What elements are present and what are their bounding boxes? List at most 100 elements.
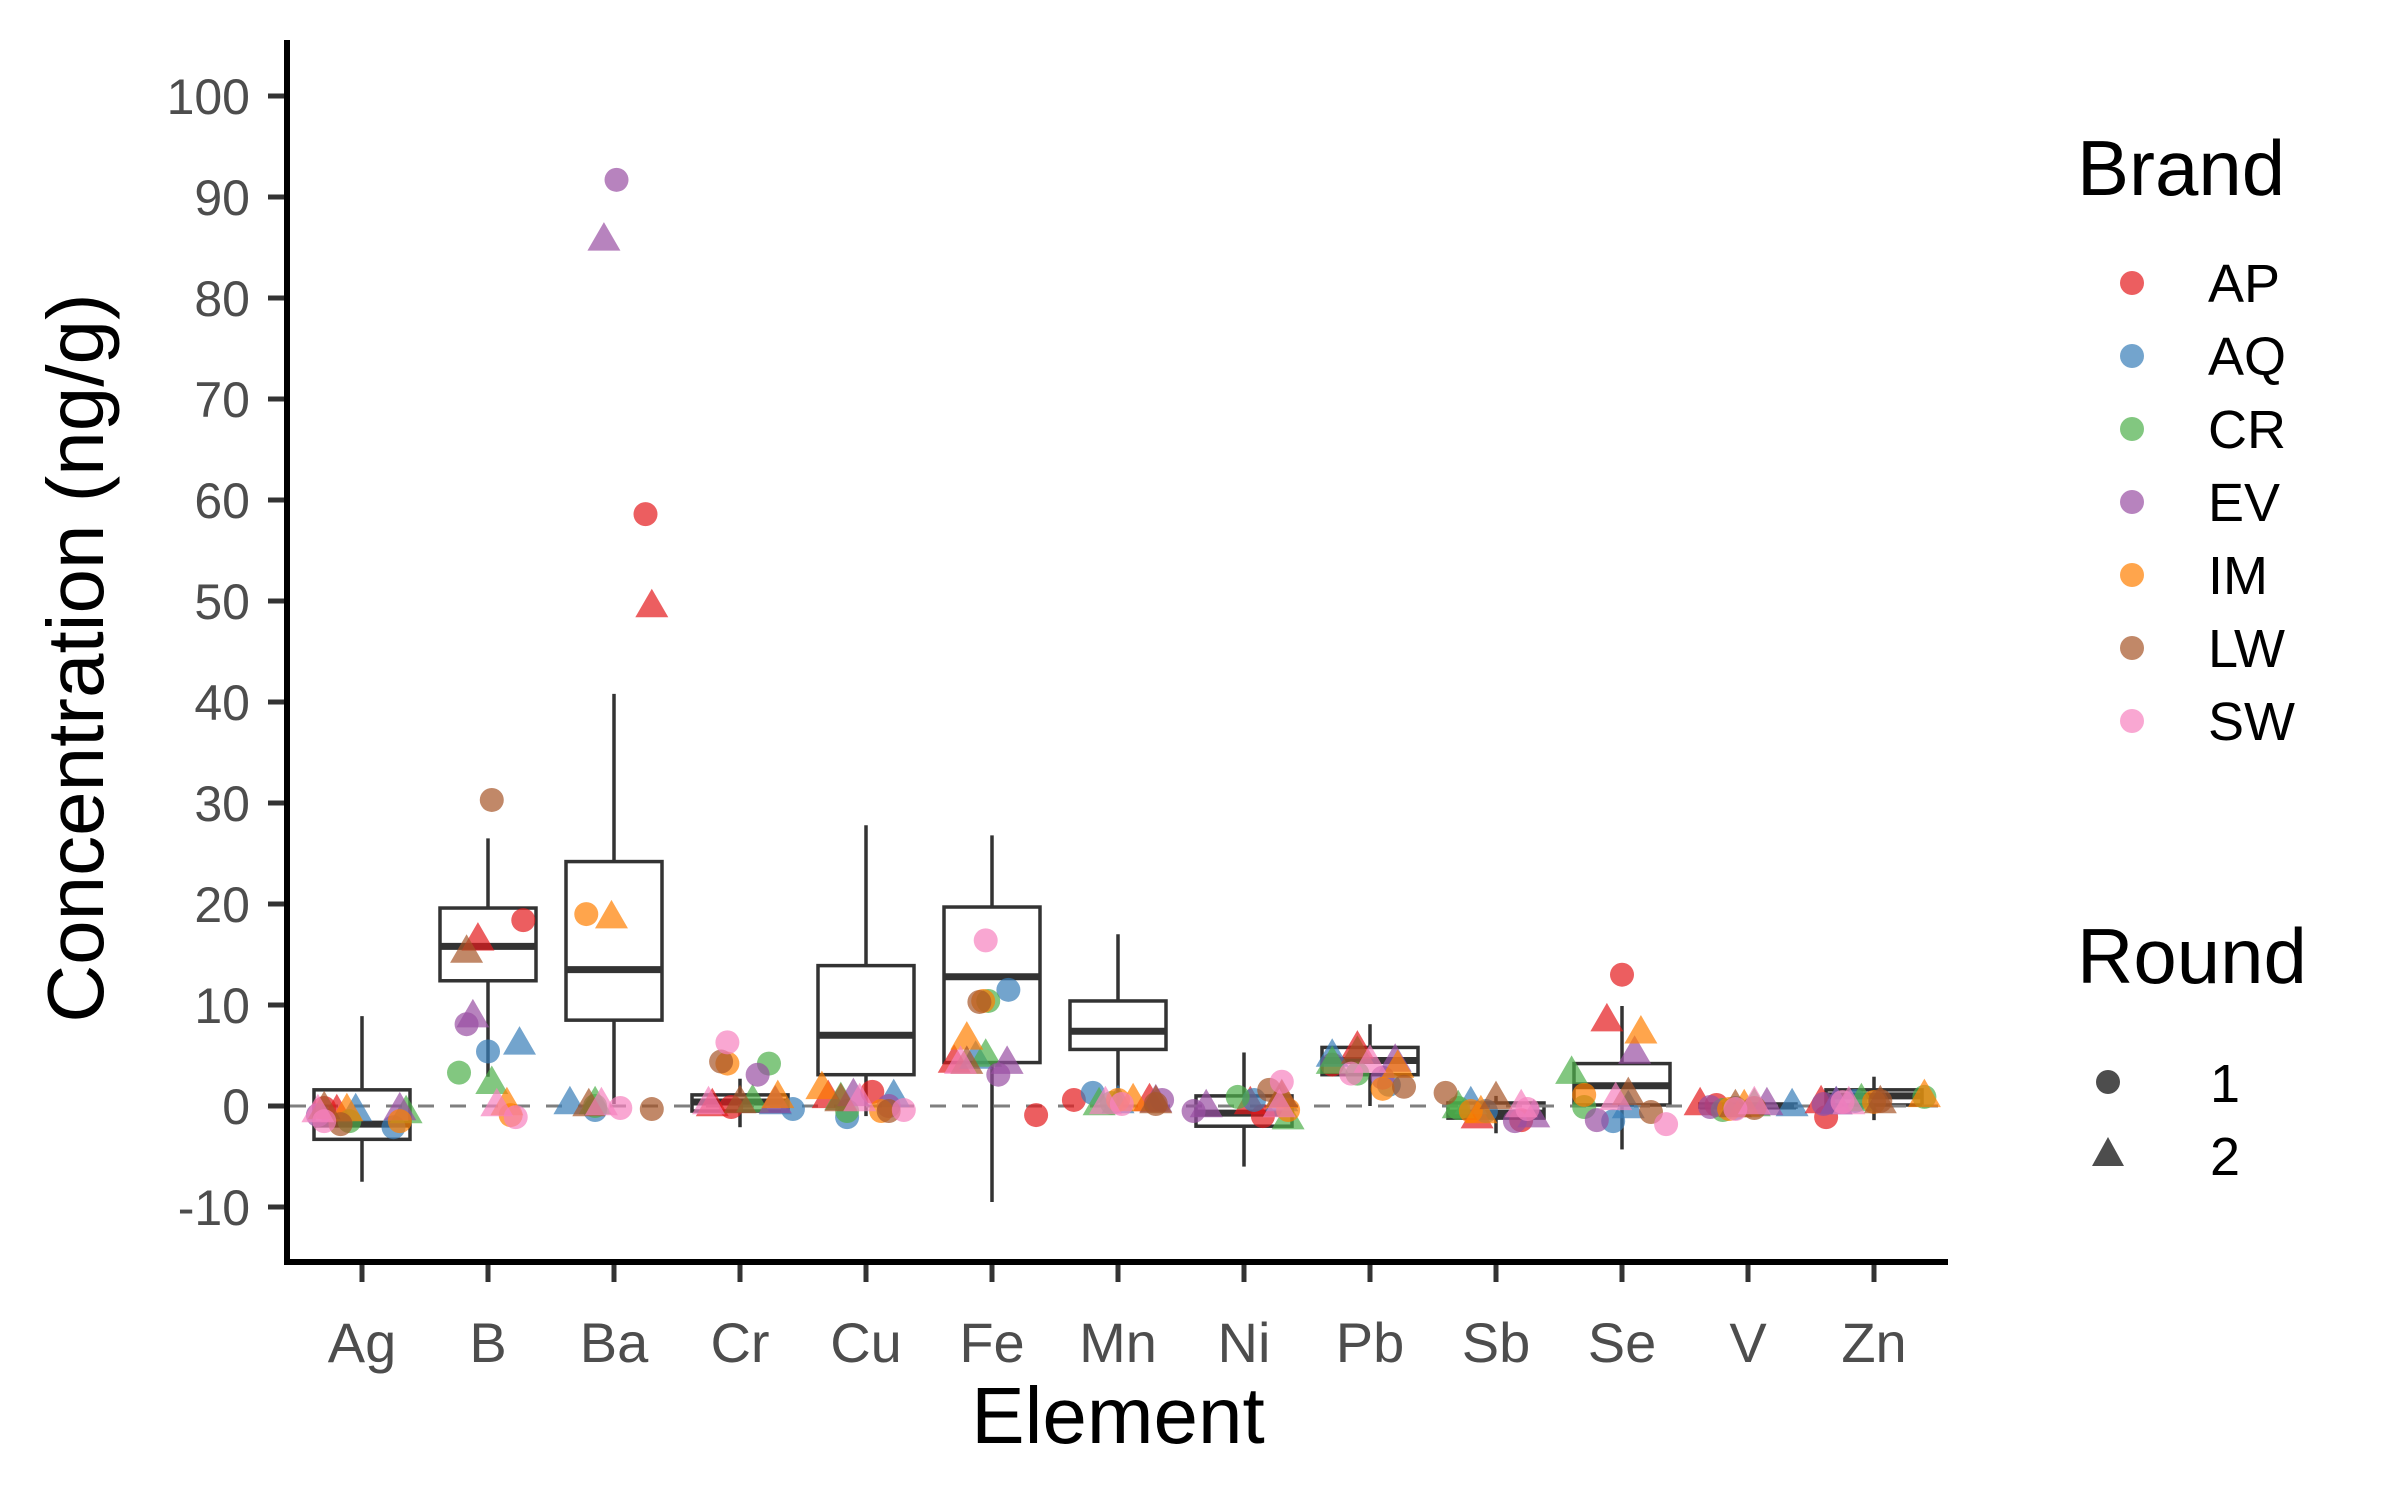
point-b-ev-r2 — [456, 998, 490, 1028]
point-b-cr-r2 — [475, 1065, 509, 1095]
point-fe-im-r2 — [950, 1021, 984, 1050]
point-b-sw-r2 — [480, 1087, 514, 1117]
point-cu-im-r2 — [805, 1070, 839, 1100]
legend-label-aq: AQ — [2208, 327, 2286, 387]
y-tick-label: 10 — [194, 978, 250, 1034]
point-cr-sw-r2 — [692, 1085, 725, 1115]
point-b-aq-r2 — [503, 1026, 536, 1055]
legend-key-lw — [2120, 636, 2144, 660]
legend-label-round-1: 1 — [2210, 1054, 2240, 1114]
x-tick-label: B — [469, 1311, 506, 1374]
boxplot-mn — [1068, 934, 1168, 1106]
legend-label-sw: SW — [2208, 692, 2295, 752]
y-tick-label: 100 — [167, 69, 250, 125]
legend-key-aq — [2120, 344, 2144, 368]
point-zn-sw-r2 — [1832, 1085, 1866, 1115]
point-v-aq-r2 — [1775, 1087, 1809, 1117]
point-cr-sw-r1 — [715, 1030, 740, 1055]
x-axis-ticks: Ag B Ba Cr Cu Fe Mn Ni Pb Sb Se V Zn — [328, 1262, 1907, 1374]
box-iqr — [1068, 999, 1168, 1052]
legend-round-title: Round — [2077, 912, 2307, 1000]
x-tick-label: Mn — [1079, 1311, 1157, 1374]
point-pb-cr-r2 — [1315, 1045, 1349, 1074]
point-se-im-r1 — [1572, 1082, 1597, 1107]
point-ag-im-r1 — [387, 1109, 412, 1134]
point-se-sw-r1 — [1654, 1112, 1679, 1137]
point-fe-ap-r1 — [1024, 1103, 1049, 1128]
x-tick-label: Ag — [328, 1311, 397, 1374]
point-pb-im-r2 — [1381, 1049, 1415, 1078]
y-tick-label: 0 — [222, 1079, 250, 1135]
legend-round: Round 1 2 — [2077, 912, 2307, 1187]
x-tick-label: Cu — [830, 1311, 902, 1374]
point-se-ev-r1 — [1584, 1108, 1609, 1133]
point-sb-lw-r1 — [1433, 1080, 1458, 1105]
point-fe-aq-r1 — [996, 977, 1021, 1002]
y-axis-title: Concentration (ng/g) — [31, 293, 120, 1022]
point-ba-im-r1 — [574, 902, 599, 927]
point-cu-sw-r1 — [891, 1098, 916, 1123]
data-points — [301, 167, 1941, 1140]
y-tick-label: 40 — [194, 675, 250, 731]
legend-key-circle — [2096, 1070, 2120, 1094]
point-se-im-r2 — [1624, 1015, 1658, 1044]
point-fe-sw-r2 — [944, 1045, 977, 1074]
legend-key-ap — [2120, 271, 2144, 295]
point-b-lw-r2 — [450, 934, 484, 963]
y-tick-label: 50 — [194, 574, 250, 630]
point-sb-sw-r2 — [1504, 1088, 1538, 1118]
point-b-cr-r1 — [447, 1060, 472, 1085]
point-mn-sw-r2 — [1088, 1085, 1122, 1115]
point-zn-lw-r2 — [1863, 1084, 1897, 1114]
x-tick-label: Pb — [1336, 1311, 1405, 1374]
point-sb-lw-r2 — [1479, 1080, 1513, 1110]
point-mn-ap-r1 — [1061, 1087, 1086, 1112]
x-axis-title: Element — [971, 1371, 1264, 1460]
point-ba-ap-r2 — [635, 588, 669, 618]
point-pb-lw-r1 — [1392, 1074, 1417, 1099]
point-ba-ev-r2 — [587, 222, 621, 251]
y-tick-label: 60 — [194, 473, 250, 529]
legend-key-triangle — [2092, 1137, 2124, 1166]
x-tick-label: Sb — [1462, 1311, 1531, 1374]
point-ag-sw-r2 — [301, 1093, 335, 1123]
boxplots — [312, 693, 1924, 1202]
x-tick-label: Cr — [710, 1311, 769, 1374]
point-se-ap-r2 — [1590, 1002, 1624, 1032]
point-v-sw-r1 — [1723, 1097, 1748, 1122]
y-tick-label: 80 — [194, 271, 250, 327]
point-ba-sw-r2 — [584, 1086, 618, 1116]
point-ni-sw-r2 — [1262, 1088, 1296, 1118]
boxplot-cu — [816, 825, 916, 1117]
point-ba-ev-r1 — [604, 167, 629, 192]
boxplot-fe — [942, 835, 1042, 1202]
point-v-ev-r1 — [1698, 1095, 1723, 1120]
x-tick-label: V — [1729, 1311, 1767, 1374]
point-b-lw-r1 — [479, 787, 504, 812]
point-mn-lw-r2 — [1139, 1084, 1173, 1114]
point-se-sw-r2 — [1599, 1081, 1633, 1111]
point-pb-sw-r2 — [1353, 1044, 1387, 1073]
legend-label-ev: EV — [2208, 473, 2280, 533]
box-iqr — [816, 963, 916, 1077]
legend-label-cr: CR — [2208, 400, 2286, 460]
legend-brand: Brand AP AQ CR EV IM LW SW — [2077, 124, 2295, 752]
y-tick-label: 90 — [194, 170, 250, 226]
legend-label-im: IM — [2208, 546, 2268, 606]
y-tick-label: 70 — [194, 372, 250, 428]
point-ba-ap-r1 — [633, 502, 658, 527]
point-cr-lw-r2 — [723, 1084, 757, 1114]
legend-label-round-2: 2 — [2210, 1127, 2240, 1187]
point-cr-im-r2 — [761, 1079, 795, 1109]
point-se-ap-r1 — [1610, 962, 1634, 987]
x-tick-label: Ni — [1218, 1311, 1271, 1374]
x-tick-label: Zn — [1841, 1311, 1906, 1374]
point-pb-im-r1 — [1370, 1076, 1395, 1101]
legend-brand-title: Brand — [2077, 124, 2285, 212]
legend-key-im — [2120, 563, 2144, 587]
point-zn-im-r2 — [1907, 1078, 1941, 1108]
legend-key-sw — [2120, 709, 2144, 733]
point-se-ev-r2 — [1618, 1035, 1652, 1064]
legend-label-lw: LW — [2208, 619, 2285, 679]
point-fe-cr-r2 — [969, 1038, 1003, 1067]
